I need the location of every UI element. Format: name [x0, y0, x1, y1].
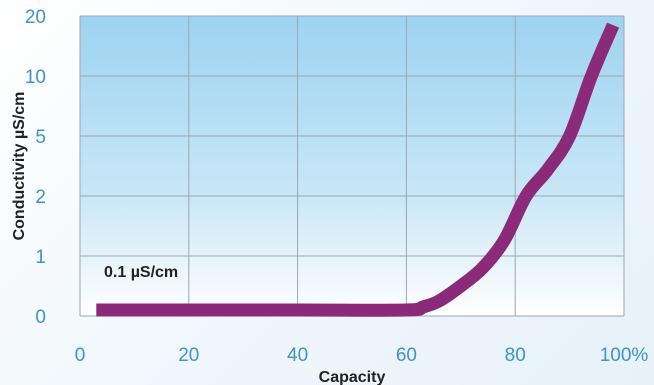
x-tick-label-0: 0	[75, 345, 86, 366]
y-axis-title: Conductivity µS/cm	[11, 92, 28, 241]
x-tick-label-1: 20	[178, 345, 199, 366]
x-tick-labels: 0 20 40 60 80 100%	[75, 345, 649, 366]
grid	[79, 15, 625, 317]
x-tick-label-5: 100%	[600, 345, 649, 366]
annotation-label: 0.1 µS/cm	[104, 264, 178, 281]
x-tick-label-2: 40	[287, 345, 308, 366]
conductivity-line	[96, 22, 620, 317]
y-tick-label-3: 5	[35, 127, 46, 148]
y-tick-label-1: 1	[35, 247, 46, 268]
y-tick-label-2: 2	[35, 187, 46, 208]
x-axis-title: Capacity	[319, 369, 386, 385]
y-tick-label-5: 20	[25, 7, 46, 28]
y-tick-label-0: 0	[35, 307, 46, 328]
y-tick-labels: 0 1 2 5 10 20	[25, 7, 46, 328]
plot-area	[80, 16, 624, 316]
x-tick-label-3: 60	[396, 345, 417, 366]
y-tick-label-4: 10	[25, 67, 46, 88]
x-tick-label-4: 80	[505, 345, 526, 366]
